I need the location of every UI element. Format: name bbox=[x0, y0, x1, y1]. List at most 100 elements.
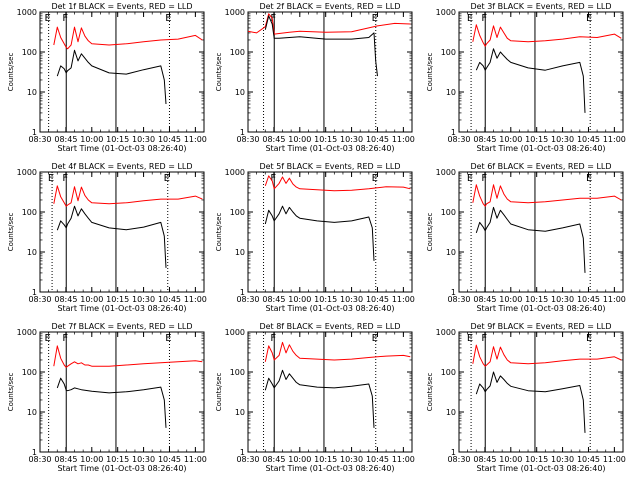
y-tick-label: 100 bbox=[22, 208, 37, 217]
series-line-lld bbox=[264, 341, 411, 362]
series-line-lld bbox=[472, 24, 622, 47]
x-tick-label: 10:30 bbox=[132, 295, 155, 304]
x-tick-label: 10:45 bbox=[366, 135, 389, 144]
marker-label: F bbox=[270, 333, 276, 344]
series-line-events bbox=[475, 48, 586, 113]
x-axis-label: Start Time (01-Oct-03 08:26:40) bbox=[265, 464, 394, 473]
x-tick-label: 11:00 bbox=[392, 455, 415, 464]
series-line-lld bbox=[472, 184, 622, 207]
x-tick-label: 08:45 bbox=[262, 135, 285, 144]
y-tick-label: 10 bbox=[235, 408, 245, 417]
detector-panel: Det 3f BLACK = Events, RED = LLD 1 10 100 10… bbox=[426, 2, 626, 153]
series-line-lld bbox=[472, 344, 622, 367]
y-tick-label: 1 bbox=[32, 128, 37, 137]
series-line-lld bbox=[264, 175, 411, 192]
y-tick-label: 10 bbox=[235, 88, 245, 97]
x-tick-label: 11:00 bbox=[603, 455, 626, 464]
x-tick-label: 10:15 bbox=[525, 295, 548, 304]
marker-label: E bbox=[48, 173, 54, 184]
x-tick-label: 11:00 bbox=[603, 135, 626, 144]
series-line-events bbox=[475, 371, 586, 433]
detector-panel: Det 6f BLACK = Events, RED = LLD 1 10 100 10… bbox=[426, 162, 626, 313]
chart-title: Det 4f BLACK = Events, RED = LLD bbox=[51, 162, 192, 171]
marker-label: E bbox=[586, 13, 592, 24]
y-tick-label: 10 bbox=[27, 248, 37, 257]
marker-label: E bbox=[44, 333, 50, 344]
x-tick-label: 10:15 bbox=[525, 135, 548, 144]
x-tick-label: 10:15 bbox=[314, 135, 337, 144]
y-tick-label: 100 bbox=[441, 48, 456, 57]
x-tick-label: 10:00 bbox=[80, 295, 103, 304]
marker-label: F bbox=[62, 333, 68, 344]
x-tick-label: 11:00 bbox=[184, 295, 207, 304]
marker-label: E bbox=[372, 13, 378, 24]
detector-panel: Det 5f BLACK = Events, RED = LLD 1 10 100 10… bbox=[215, 162, 415, 313]
x-tick-label: 10:15 bbox=[106, 295, 129, 304]
x-tick-label: 10:45 bbox=[577, 455, 600, 464]
x-tick-label: 10:00 bbox=[80, 135, 103, 144]
chart-title: Det 5f BLACK = Events, RED = LLD bbox=[259, 162, 400, 171]
x-tick-label: 08:45 bbox=[54, 295, 77, 304]
x-tick-label: 10:30 bbox=[132, 455, 155, 464]
x-axis-label: Start Time (01-Oct-03 08:26:40) bbox=[57, 304, 186, 313]
series-line-lld bbox=[247, 13, 411, 35]
y-tick-label: 1 bbox=[451, 448, 456, 457]
plot-frame bbox=[39, 11, 205, 133]
marker-label: E bbox=[467, 13, 473, 24]
x-tick-label: 08:30 bbox=[28, 455, 51, 464]
detector-panel: Det 7f BLACK = Events, RED = LLD 1 10 100 10… bbox=[7, 322, 207, 473]
marker-label: F bbox=[270, 173, 276, 184]
x-tick-label: 10:45 bbox=[158, 135, 181, 144]
y-tick-label: 1000 bbox=[17, 328, 37, 337]
detector-panel: Det 1f BLACK = Events, RED = LLD 1 10 100 10… bbox=[7, 2, 207, 153]
detector-panel: Det 8f BLACK = Events, RED = LLD 1 10 100 10… bbox=[215, 322, 415, 473]
y-axis-label: Counts/sec bbox=[7, 373, 15, 412]
y-tick-label: 1 bbox=[32, 288, 37, 297]
chart-title: Det 8f BLACK = Events, RED = LLD bbox=[259, 322, 400, 331]
marker-label: E bbox=[586, 333, 592, 344]
y-tick-label: 100 bbox=[441, 208, 456, 217]
x-tick-label: 10:45 bbox=[577, 295, 600, 304]
plot-frame bbox=[39, 331, 205, 453]
x-tick-label: 08:30 bbox=[236, 295, 259, 304]
y-tick-label: 1000 bbox=[17, 168, 37, 177]
x-axis-label: Start Time (01-Oct-03 08:26:40) bbox=[476, 144, 605, 153]
x-tick-label: 10:00 bbox=[499, 455, 522, 464]
series-line-events bbox=[264, 369, 375, 428]
x-tick-label: 10:00 bbox=[80, 455, 103, 464]
x-tick-label: 08:45 bbox=[473, 455, 496, 464]
detector-panel: Det 2f BLACK = Events, RED = LLD 1 10 100 10… bbox=[215, 2, 415, 153]
marker-label: E bbox=[372, 173, 378, 184]
series-line-events bbox=[56, 377, 167, 428]
plot-frame bbox=[247, 331, 413, 453]
x-tick-label: 10:00 bbox=[288, 295, 311, 304]
y-tick-label: 100 bbox=[22, 368, 37, 377]
x-tick-label: 08:45 bbox=[473, 295, 496, 304]
chart-title: Det 3f BLACK = Events, RED = LLD bbox=[470, 2, 611, 11]
x-tick-label: 08:30 bbox=[447, 295, 470, 304]
x-tick-label: 10:30 bbox=[551, 455, 574, 464]
y-tick-label: 10 bbox=[446, 88, 456, 97]
x-tick-label: 08:30 bbox=[236, 455, 259, 464]
y-tick-label: 1 bbox=[32, 448, 37, 457]
x-tick-label: 10:00 bbox=[499, 295, 522, 304]
x-tick-label: 08:30 bbox=[28, 295, 51, 304]
marker-label: E bbox=[164, 173, 170, 184]
plot-frame bbox=[458, 171, 624, 293]
chart-title: Det 2f BLACK = Events, RED = LLD bbox=[259, 2, 400, 11]
detector-panel: Det 4f BLACK = Events, RED = LLD 1 10 100 10… bbox=[7, 162, 207, 313]
y-tick-label: 1000 bbox=[17, 8, 37, 17]
x-tick-label: 10:15 bbox=[314, 455, 337, 464]
y-axis-label: Counts/sec bbox=[426, 53, 434, 92]
x-tick-label: 10:45 bbox=[366, 455, 389, 464]
x-axis-label: Start Time (01-Oct-03 08:26:40) bbox=[57, 144, 186, 153]
series-line-events bbox=[56, 49, 167, 105]
x-axis-label: Start Time (01-Oct-03 08:26:40) bbox=[265, 144, 394, 153]
y-axis-label: Counts/sec bbox=[215, 213, 223, 252]
marker-label: F bbox=[62, 173, 68, 184]
marker-label: E bbox=[467, 173, 473, 184]
y-tick-label: 100 bbox=[230, 368, 245, 377]
marker-label: E bbox=[586, 173, 592, 184]
chart-title: Det 6f BLACK = Events, RED = LLD bbox=[470, 162, 611, 171]
y-tick-label: 10 bbox=[446, 248, 456, 257]
